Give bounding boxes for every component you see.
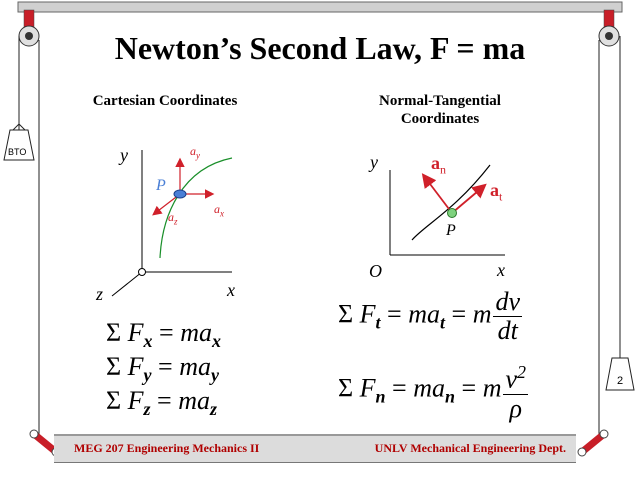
cartesian-heading: Cartesian Coordinates [92,93,238,109]
weight-label: BTO [8,147,27,157]
equation-x: Σ Fx = max [106,318,221,352]
left-pulley-icon [18,25,40,47]
axis-y-label: y [120,145,128,165]
left-weight-icon [3,123,35,161]
nt-axis-x-label: x [497,260,505,280]
point-p-right [447,208,457,218]
right-weight-icon [605,357,635,391]
nt-path-curve [411,164,491,241]
accel-n-label: an [431,153,446,177]
equation-y: Σ Fy = may [106,352,219,386]
page-number: 2 [617,375,624,387]
footer-course: MEG 207 Engineering Mechanics II [74,441,260,455]
equation-z: Σ Fz = maz [106,386,218,420]
footer-dept: UNLV Mechanical Engineering Dept. [374,441,566,455]
point-p-label-left: P [156,177,166,194]
accel-t-label: at [490,180,503,204]
accel-y-label: ay [190,144,200,161]
axis-x-label: x [227,280,235,300]
accel-z-label: az [168,210,178,227]
nt-axis-y-label: y [370,152,378,172]
right-pulley-icon [598,25,620,47]
equation-t: Σ Ft = mat = m dv dt [338,287,523,345]
footer-bar: MEG 207 Engineering Mechanics II UNLV Me… [54,434,576,463]
axis-z-label: z [96,284,104,304]
normal-tangential-heading: Normal-Tangential Coordinates [379,93,501,127]
z-axis-line [111,271,143,297]
point-p-label-right: P [446,222,456,239]
point-p-left [173,189,187,199]
equation-n: Σ Fn = man = m v2 ρ [338,358,529,423]
accel-x-label: ax [214,202,224,219]
slide-title: Newton’s Second Law, F = ma [114,30,526,66]
origin-label: O [369,261,382,281]
